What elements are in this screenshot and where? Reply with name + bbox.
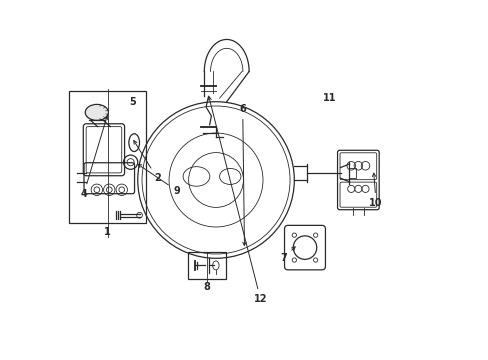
Text: 9: 9: [138, 165, 180, 196]
Bar: [188, 252, 225, 279]
Text: 12: 12: [207, 96, 267, 304]
Text: 2: 2: [134, 140, 161, 183]
Ellipse shape: [85, 104, 108, 120]
Bar: [349, 167, 355, 178]
Text: 6: 6: [239, 104, 245, 246]
Text: 5: 5: [129, 97, 136, 107]
Text: 3: 3: [0, 359, 1, 360]
Bar: [69, 91, 145, 223]
Text: 11: 11: [323, 93, 336, 103]
Text: 3: 3: [0, 359, 1, 360]
Text: 7: 7: [280, 247, 295, 263]
Text: 4: 4: [80, 116, 107, 199]
Text: 1: 1: [104, 226, 111, 237]
Text: 8: 8: [203, 282, 210, 292]
Text: 10: 10: [368, 173, 382, 208]
